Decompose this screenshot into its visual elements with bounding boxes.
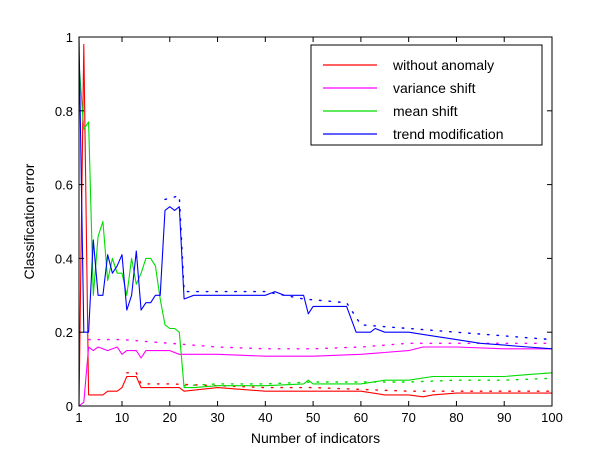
x-axis-label: Number of indicators xyxy=(251,430,380,446)
series-2-line xyxy=(78,62,553,389)
y-tick-label: 1 xyxy=(66,30,73,45)
series-3-line xyxy=(78,36,553,350)
series-layer xyxy=(78,36,553,407)
x-tick-label: 40 xyxy=(258,410,272,425)
x-tick-label: 100 xyxy=(541,410,563,425)
series-1-line xyxy=(78,346,552,407)
x-tick-label: 1 xyxy=(75,410,82,425)
y-tick-label: 0.2 xyxy=(55,325,73,340)
x-tick-label: 60 xyxy=(354,410,368,425)
x-tick-label: 10 xyxy=(115,410,129,425)
x-tick-label: 50 xyxy=(306,410,320,425)
ticks-layer: 1 10 20 30 40 50 60 70 80 90 100 0 0.2 0.4 0.6 0.8 1 xyxy=(55,30,563,425)
y-tick-label: 0 xyxy=(66,399,73,414)
x-tick-label: 20 xyxy=(163,410,177,425)
series-1-dotted-line xyxy=(87,338,553,350)
legend-box xyxy=(310,44,543,146)
y-tick-label: 0.8 xyxy=(55,104,73,119)
series-0-dotted-line xyxy=(126,372,553,392)
series-3-dotted-line xyxy=(164,194,553,341)
x-tick-label: 30 xyxy=(210,410,224,425)
x-tick-label: 90 xyxy=(497,410,511,425)
x-tick-label: 80 xyxy=(449,410,463,425)
plot-frame xyxy=(78,36,553,407)
y-tick-label: 0.4 xyxy=(55,251,73,266)
series-2-dotted-line xyxy=(183,377,553,387)
y-axis-label: Classification error xyxy=(21,163,37,279)
legend: without anomaly variance shift mean shift t… xyxy=(310,44,543,146)
legend-label: trend modification xyxy=(393,126,504,142)
y-tick-label: 0.6 xyxy=(55,178,73,193)
legend-label: without anomaly xyxy=(392,57,494,73)
legend-label: variance shift xyxy=(393,80,476,96)
x-tick-label: 70 xyxy=(401,410,415,425)
legend-label: mean shift xyxy=(393,103,458,119)
series-0-line xyxy=(78,43,552,407)
